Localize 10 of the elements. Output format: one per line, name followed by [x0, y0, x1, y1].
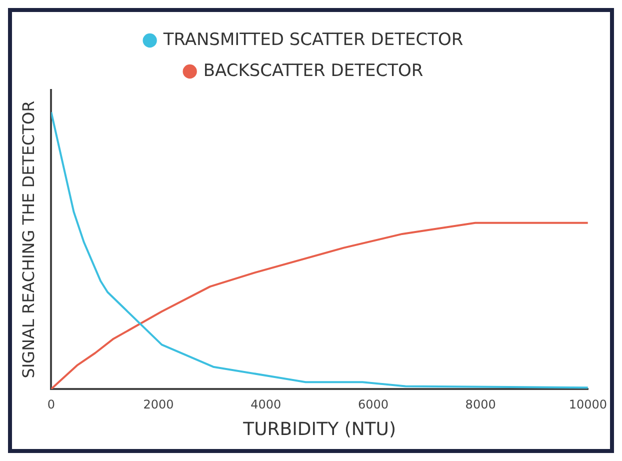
x-tick-label: 4000: [250, 397, 282, 412]
legend-label: BACKSCATTER DETECTOR: [203, 60, 424, 81]
x-tick-label: 2000: [143, 397, 174, 412]
x-tick-label: 8000: [465, 397, 496, 412]
legend-label: TRANSMITTED SCATTER DETECTOR: [162, 30, 464, 50]
x-tick-label: 0: [47, 397, 56, 412]
y-axis-title: SIGNAL REACHING THE DETECTOR: [18, 100, 38, 378]
x-tick-label: 6000: [358, 397, 388, 412]
x-tick-label: 10000: [568, 397, 608, 412]
x-axis-title: TURBIDITY (NTU): [242, 418, 396, 440]
